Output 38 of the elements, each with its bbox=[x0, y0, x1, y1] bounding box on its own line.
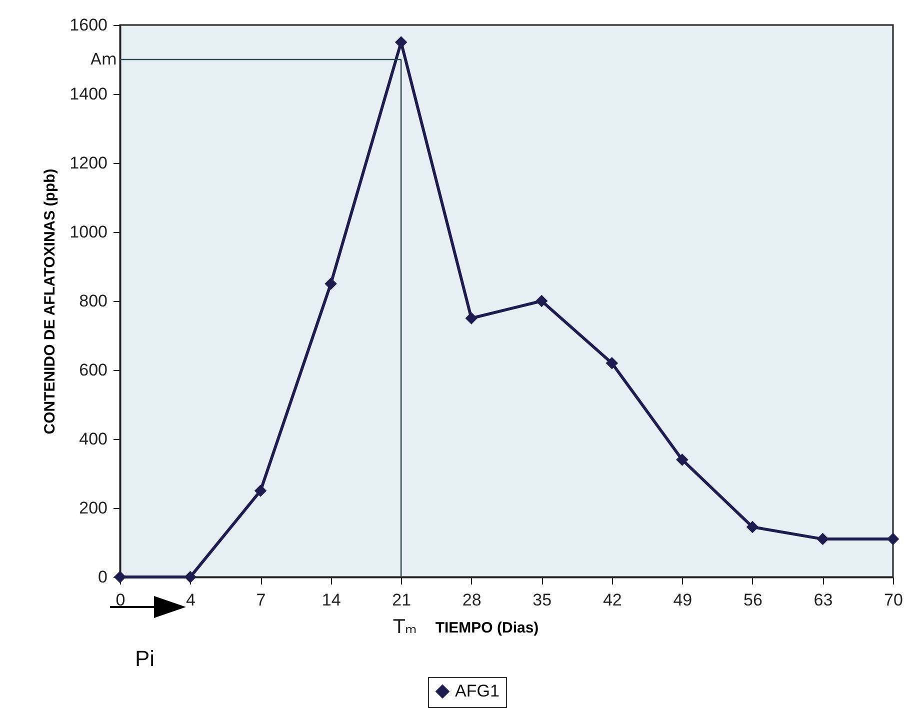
x-tick-label: 14 bbox=[322, 590, 341, 610]
ref-line-label: Am bbox=[90, 50, 117, 68]
y-tick-label: 1400 bbox=[70, 84, 108, 104]
y-tick-label: 1200 bbox=[70, 154, 108, 172]
y-tick-label: 1000 bbox=[70, 222, 108, 242]
ref-line-label: Tₘ bbox=[392, 616, 417, 638]
point bbox=[536, 294, 548, 308]
point bbox=[746, 520, 759, 534]
x-tick-label: 56 bbox=[743, 590, 762, 610]
text: Pi bbox=[135, 646, 155, 671]
x-tick-label: 42 bbox=[602, 590, 622, 610]
x-tick-label: 70 bbox=[884, 590, 903, 610]
point bbox=[816, 532, 829, 546]
x-tick-label: 35 bbox=[532, 590, 552, 610]
y-axis-title: CONTENIDO DE AFLATOXINAS (ppb) bbox=[42, 168, 59, 434]
x-tick-label: 4 bbox=[186, 590, 196, 610]
point bbox=[676, 454, 688, 466]
y-tick-label: 1600 bbox=[70, 16, 108, 34]
y-tick-label: 0 bbox=[98, 568, 108, 586]
x-tick-label: 7 bbox=[256, 590, 266, 610]
x-axis-title: TIEMPO (Dias) bbox=[435, 620, 539, 636]
x-tick-label: 49 bbox=[673, 590, 692, 610]
point bbox=[184, 570, 196, 584]
point bbox=[324, 278, 337, 290]
y-tick-label: 200 bbox=[79, 498, 108, 518]
point bbox=[465, 312, 478, 324]
y-tick-label: 800 bbox=[79, 292, 108, 310]
point bbox=[606, 356, 618, 370]
y-tick-label: 400 bbox=[79, 430, 108, 448]
point bbox=[254, 484, 267, 497]
point bbox=[886, 532, 900, 546]
y-tick-label: 600 bbox=[79, 360, 108, 380]
x-tick-label: 21 bbox=[392, 590, 412, 610]
legend-label: AFG1 bbox=[455, 682, 500, 700]
point bbox=[394, 36, 408, 48]
x-tick-label: 28 bbox=[462, 590, 482, 610]
x-tick-label: 0 bbox=[116, 590, 126, 610]
x-tick-label: 63 bbox=[814, 590, 833, 610]
